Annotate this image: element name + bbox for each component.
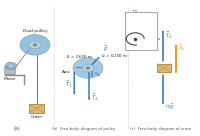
Circle shape (33, 44, 37, 46)
Circle shape (9, 64, 13, 68)
Text: Crate: Crate (31, 115, 42, 119)
Bar (29, 104, 44, 113)
Circle shape (29, 41, 41, 49)
Circle shape (5, 62, 17, 70)
Text: $\vec{T}_2$: $\vec{T}_2$ (91, 92, 98, 103)
Text: Dual pulley: Dual pulley (23, 29, 47, 33)
Text: (c)  Free-body diagram of crate: (c) Free-body diagram of crate (130, 127, 190, 131)
Text: $+y$: $+y$ (131, 7, 139, 15)
Text: $+\tau$: $+\tau$ (146, 35, 153, 42)
Text: $+x$: $+x$ (154, 35, 162, 42)
Text: $\vec{w}_p$: $\vec{w}_p$ (94, 70, 101, 80)
Circle shape (20, 35, 50, 55)
FancyBboxPatch shape (125, 12, 157, 50)
Text: $\vec{a}_y$: $\vec{a}_y$ (178, 44, 186, 55)
Text: $\vec{P}$: $\vec{P}$ (103, 43, 108, 54)
Text: $m\vec{g}$: $m\vec{g}$ (165, 102, 175, 112)
Text: (b)  Free-body diagram of pulley: (b) Free-body diagram of pulley (52, 127, 116, 131)
Text: $\ell_2$ = 0.200 m: $\ell_2$ = 0.200 m (101, 53, 128, 60)
Text: $\vec{T}_1$: $\vec{T}_1$ (65, 79, 72, 90)
Text: $\vec{T}_2$: $\vec{T}_2$ (165, 30, 172, 41)
Text: Axis: Axis (62, 70, 71, 74)
FancyBboxPatch shape (5, 66, 15, 75)
Circle shape (86, 67, 90, 69)
Text: (a): (a) (14, 126, 20, 131)
Circle shape (73, 58, 103, 78)
Text: $\ell_1$ = 0.600 m: $\ell_1$ = 0.600 m (66, 53, 93, 61)
Bar (157, 64, 171, 72)
Circle shape (82, 64, 94, 72)
Text: Motor: Motor (4, 77, 16, 81)
